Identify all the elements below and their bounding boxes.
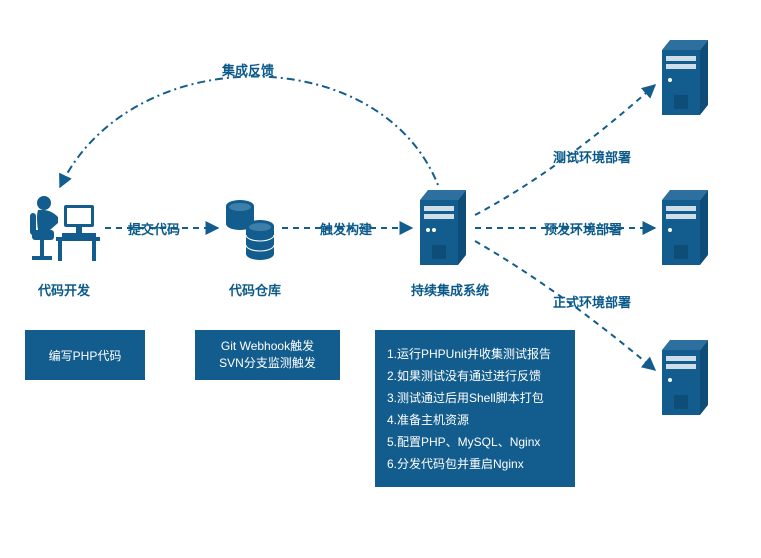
server2-icon	[662, 190, 708, 265]
ci-label: 持续集成系统	[400, 280, 500, 299]
server1-icon	[662, 40, 708, 115]
box3: 1.运行PHPUnit并收集测试报告 2.如果测试没有通过进行反馈 3.测试通过…	[375, 330, 575, 487]
build-label: 触发构建	[320, 219, 372, 238]
env2-label: 预发环境部署	[544, 219, 622, 238]
box3-line1: 1.运行PHPUnit并收集测试报告	[387, 345, 563, 362]
repo-label: 代码仓库	[215, 280, 295, 299]
feedback-label: 集成反馈	[222, 60, 274, 79]
box2-line1: Git Webhook触发	[221, 338, 314, 355]
env3-label: 正式环境部署	[553, 292, 631, 311]
box1: 编写PHP代码	[25, 330, 145, 380]
box3-line5: 5.配置PHP、MySQL、Nginx	[387, 433, 563, 450]
box1-text: 编写PHP代码	[49, 347, 122, 364]
server3-icon	[662, 340, 708, 415]
commit-label: 提交代码	[128, 219, 180, 238]
developer-icon	[30, 196, 100, 261]
dev-label: 代码开发	[24, 280, 104, 299]
box3-line4: 4.准备主机资源	[387, 411, 563, 428]
box3-line3: 3.测试通过后用Shell脚本打包	[387, 389, 563, 406]
env1-label: 测试环境部署	[553, 147, 631, 166]
box2: Git Webhook触发 SVN分支监测触发	[195, 330, 340, 380]
repo-icon	[226, 200, 274, 260]
ci-server-icon	[420, 190, 466, 265]
box2-line2: SVN分支监测触发	[219, 355, 316, 372]
box3-line2: 2.如果测试没有通过进行反馈	[387, 367, 563, 384]
box3-line6: 6.分发代码包并重启Nginx	[387, 455, 563, 472]
